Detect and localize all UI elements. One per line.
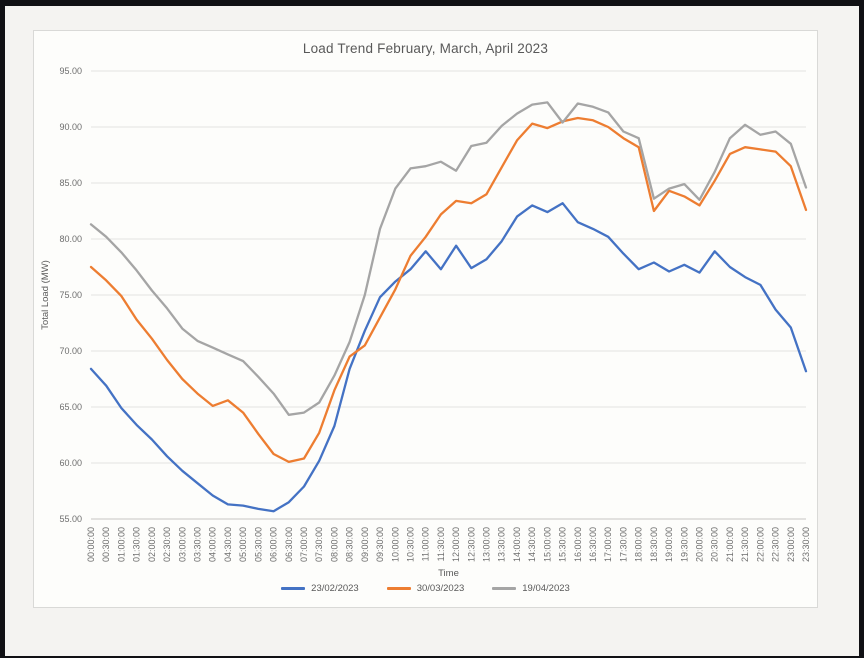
x-tick-label: 01:30:00 [132, 527, 142, 562]
x-tick-label: 08:00:00 [329, 527, 339, 562]
x-tick-label: 21:00:00 [725, 527, 735, 562]
x-tick-label: 17:00:00 [603, 527, 613, 562]
x-tick-label: 07:30:00 [314, 527, 324, 562]
series-line-19-04-2023 [89, 101, 808, 416]
x-tick-label: 09:30:00 [375, 527, 385, 562]
y-tick-label: 65.00 [59, 402, 82, 412]
x-tick-label: 02:30:00 [162, 527, 172, 562]
x-tick-label: 06:00:00 [269, 527, 279, 562]
x-tick-label: 20:30:00 [710, 527, 720, 562]
x-tick-label: 12:30:00 [466, 527, 476, 562]
x-tick-label: 16:00:00 [573, 527, 583, 562]
y-tick-label: 75.00 [59, 290, 82, 300]
y-tick-label: 60.00 [59, 458, 82, 468]
chart-frame: Load Trend February, March, April 2023 5… [33, 30, 818, 608]
x-tick-label: 07:00:00 [299, 527, 309, 562]
y-tick-label: 80.00 [59, 234, 82, 244]
x-tick-label: 11:30:00 [436, 527, 446, 561]
x-tick-label: 18:00:00 [634, 527, 644, 562]
x-tick-label: 11:00:00 [421, 527, 431, 561]
chart-title: Load Trend February, March, April 2023 [302, 41, 549, 56]
x-tick-label: 00:30:00 [101, 527, 111, 562]
x-tick-label: 13:30:00 [497, 527, 507, 562]
legend-swatch [386, 587, 411, 590]
x-tick-label: 06:30:00 [284, 527, 294, 562]
series-line-23-02-2023 [89, 202, 808, 513]
x-tick-label: 12:00:00 [451, 527, 461, 562]
y-tick-label: 85.00 [59, 178, 82, 188]
x-tick-label: 23:00:00 [786, 527, 796, 562]
y-tick-label: 90.00 [59, 122, 82, 132]
x-tick-label: 22:30:00 [771, 527, 781, 562]
x-tick-label: 05:00:00 [238, 527, 248, 562]
x-tick-label: 03:00:00 [177, 527, 187, 562]
x-tick-label: 23:30:00 [801, 527, 811, 562]
legend-swatch [492, 587, 517, 590]
x-tick-label: 19:30:00 [679, 527, 689, 562]
x-axis-title: Time [438, 568, 459, 579]
x-tick-label: 14:30:00 [527, 527, 537, 562]
x-tick-label: 08:30:00 [345, 527, 355, 562]
legend-item: 23/02/2023 [281, 583, 359, 594]
legend-swatch [281, 587, 306, 590]
x-tick-label: 10:00:00 [390, 527, 400, 562]
x-tick-label: 13:00:00 [482, 527, 492, 562]
x-tick-label: 20:00:00 [695, 527, 705, 562]
legend-item: 19/04/2023 [492, 583, 570, 594]
y-axis-title: Total Load (MW) [40, 260, 51, 330]
x-tick-label: 15:30:00 [558, 527, 568, 562]
x-tick-label: 16:30:00 [588, 527, 598, 562]
x-tick-label: 18:30:00 [649, 527, 659, 562]
x-tick-label: 14:00:00 [512, 527, 522, 562]
x-tick-label: 09:00:00 [360, 527, 370, 562]
line-chart-plot: 55.00 60.00 65.00 70.00 75.00 80.00 85.00 90.00… [40, 66, 811, 579]
x-tick-label: 05:30:00 [253, 527, 263, 562]
y-tick-label: 55.00 [59, 514, 82, 524]
legend-label: 30/03/2023 [416, 583, 465, 594]
x-tick-label: 00:00:00 [86, 527, 96, 562]
page-background: Load Trend February, March, April 2023 5… [5, 6, 859, 656]
legend-item: 30/03/2023 [386, 583, 465, 594]
x-tick-label: 04:00:00 [208, 527, 218, 562]
x-tick-label: 19:00:00 [664, 527, 674, 562]
y-tick-label: 70.00 [59, 346, 82, 356]
x-tick-label: 02:00:00 [147, 527, 157, 562]
legend-label: 23/02/2023 [311, 583, 359, 594]
x-tick-label: 10:30:00 [405, 527, 415, 562]
x-tick-label: 15:00:00 [542, 527, 552, 562]
x-tick-label: 17:30:00 [618, 527, 628, 562]
y-tick-label: 95.00 [59, 66, 82, 76]
x-tick-label: 01:00:00 [116, 527, 126, 562]
legend-label: 19/04/2023 [522, 583, 570, 594]
x-tick-label: 21:30:00 [740, 527, 750, 562]
x-tick-label: 22:00:00 [755, 527, 765, 562]
series-line-30-03-2023 [89, 116, 808, 464]
x-tick-label: 04:30:00 [223, 527, 233, 562]
chart-legend: 23/02/2023 30/03/2023 19/04/2023 [34, 583, 817, 594]
x-tick-label: 03:30:00 [192, 527, 202, 562]
